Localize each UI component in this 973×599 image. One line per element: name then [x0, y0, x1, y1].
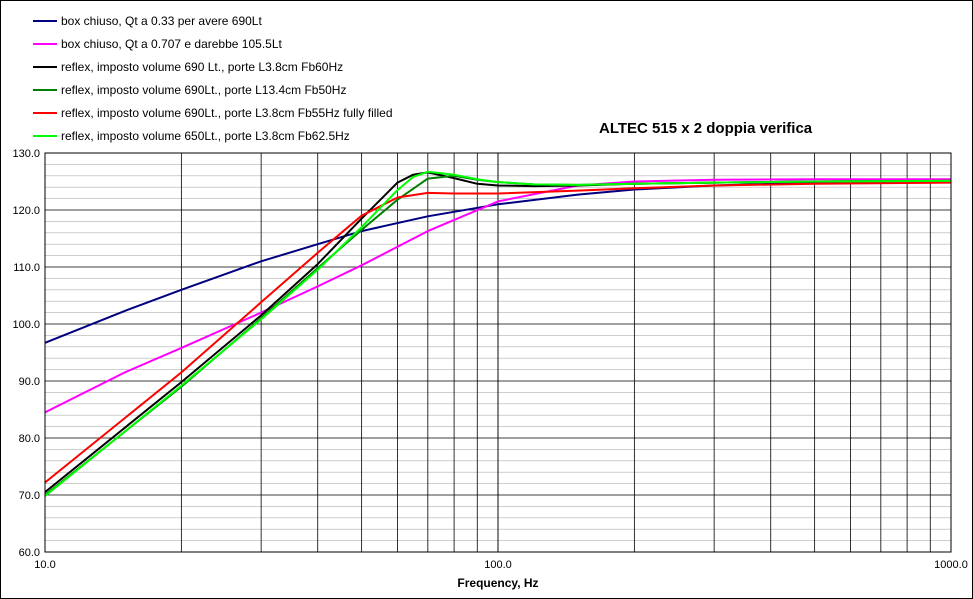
- y-tick-label: 90.0: [19, 376, 40, 388]
- legend-swatch: [33, 134, 57, 137]
- legend-swatch: [33, 111, 57, 114]
- x-tick-label: 100.0: [484, 559, 512, 571]
- legend-swatch: [33, 19, 57, 22]
- y-tick-label: 120.0: [12, 205, 40, 217]
- series-line: [44, 170, 952, 497]
- legend-label: reflex, imposto volume 690Lt., porte L13…: [61, 82, 347, 97]
- legend-item: reflex, imposto volume 690Lt., porte L3.…: [33, 101, 393, 124]
- legend-label: box chiuso, Qt a 0.707 e darebbe 105.5Lt: [61, 36, 282, 51]
- legend-item: reflex, imposto volume 690Lt., porte L13…: [33, 78, 393, 101]
- y-tick-label: 70.0: [19, 490, 40, 502]
- plot-border: [44, 152, 952, 553]
- series-line: [44, 181, 952, 484]
- legend-swatch: [33, 88, 57, 91]
- legend-label: reflex, imposto volume 690Lt., porte L3.…: [61, 105, 393, 120]
- legend-swatch: [33, 42, 57, 45]
- legend: box chiuso, Qt a 0.33 per avere 690Lt bo…: [33, 9, 393, 147]
- legend-item: reflex, imposto volume 690 Lt., porte L3…: [33, 55, 393, 78]
- legend-swatch: [33, 65, 57, 68]
- chart-title: ALTEC 515 x 2 doppia verifica: [599, 120, 813, 137]
- legend-item: reflex, imposto volume 650Lt., porte L3.…: [33, 124, 393, 147]
- y-tick-label: 110.0: [13, 262, 40, 274]
- series-line: [44, 178, 951, 414]
- legend-label: reflex, imposto volume 650Lt., porte L3.…: [61, 128, 350, 143]
- y-tick-label: 100.0: [12, 319, 40, 331]
- legend-label: box chiuso, Qt a 0.33 per avere 690Lt: [61, 13, 262, 28]
- x-tick-label: 1000.0: [934, 559, 968, 571]
- y-tick-label: 80.0: [19, 433, 40, 445]
- x-tick-label: 10.0: [34, 559, 55, 571]
- legend-label: reflex, imposto volume 690 Lt., porte L3…: [61, 59, 344, 74]
- y-tick-label: 60.0: [19, 547, 40, 559]
- x-axis-title: Frequency, Hz: [457, 576, 538, 590]
- legend-item: box chiuso, Qt a 0.33 per avere 690Lt: [33, 9, 393, 32]
- legend-item: box chiuso, Qt a 0.707 e darebbe 105.5Lt: [33, 32, 393, 55]
- y-tick-label: 130.0: [12, 148, 40, 160]
